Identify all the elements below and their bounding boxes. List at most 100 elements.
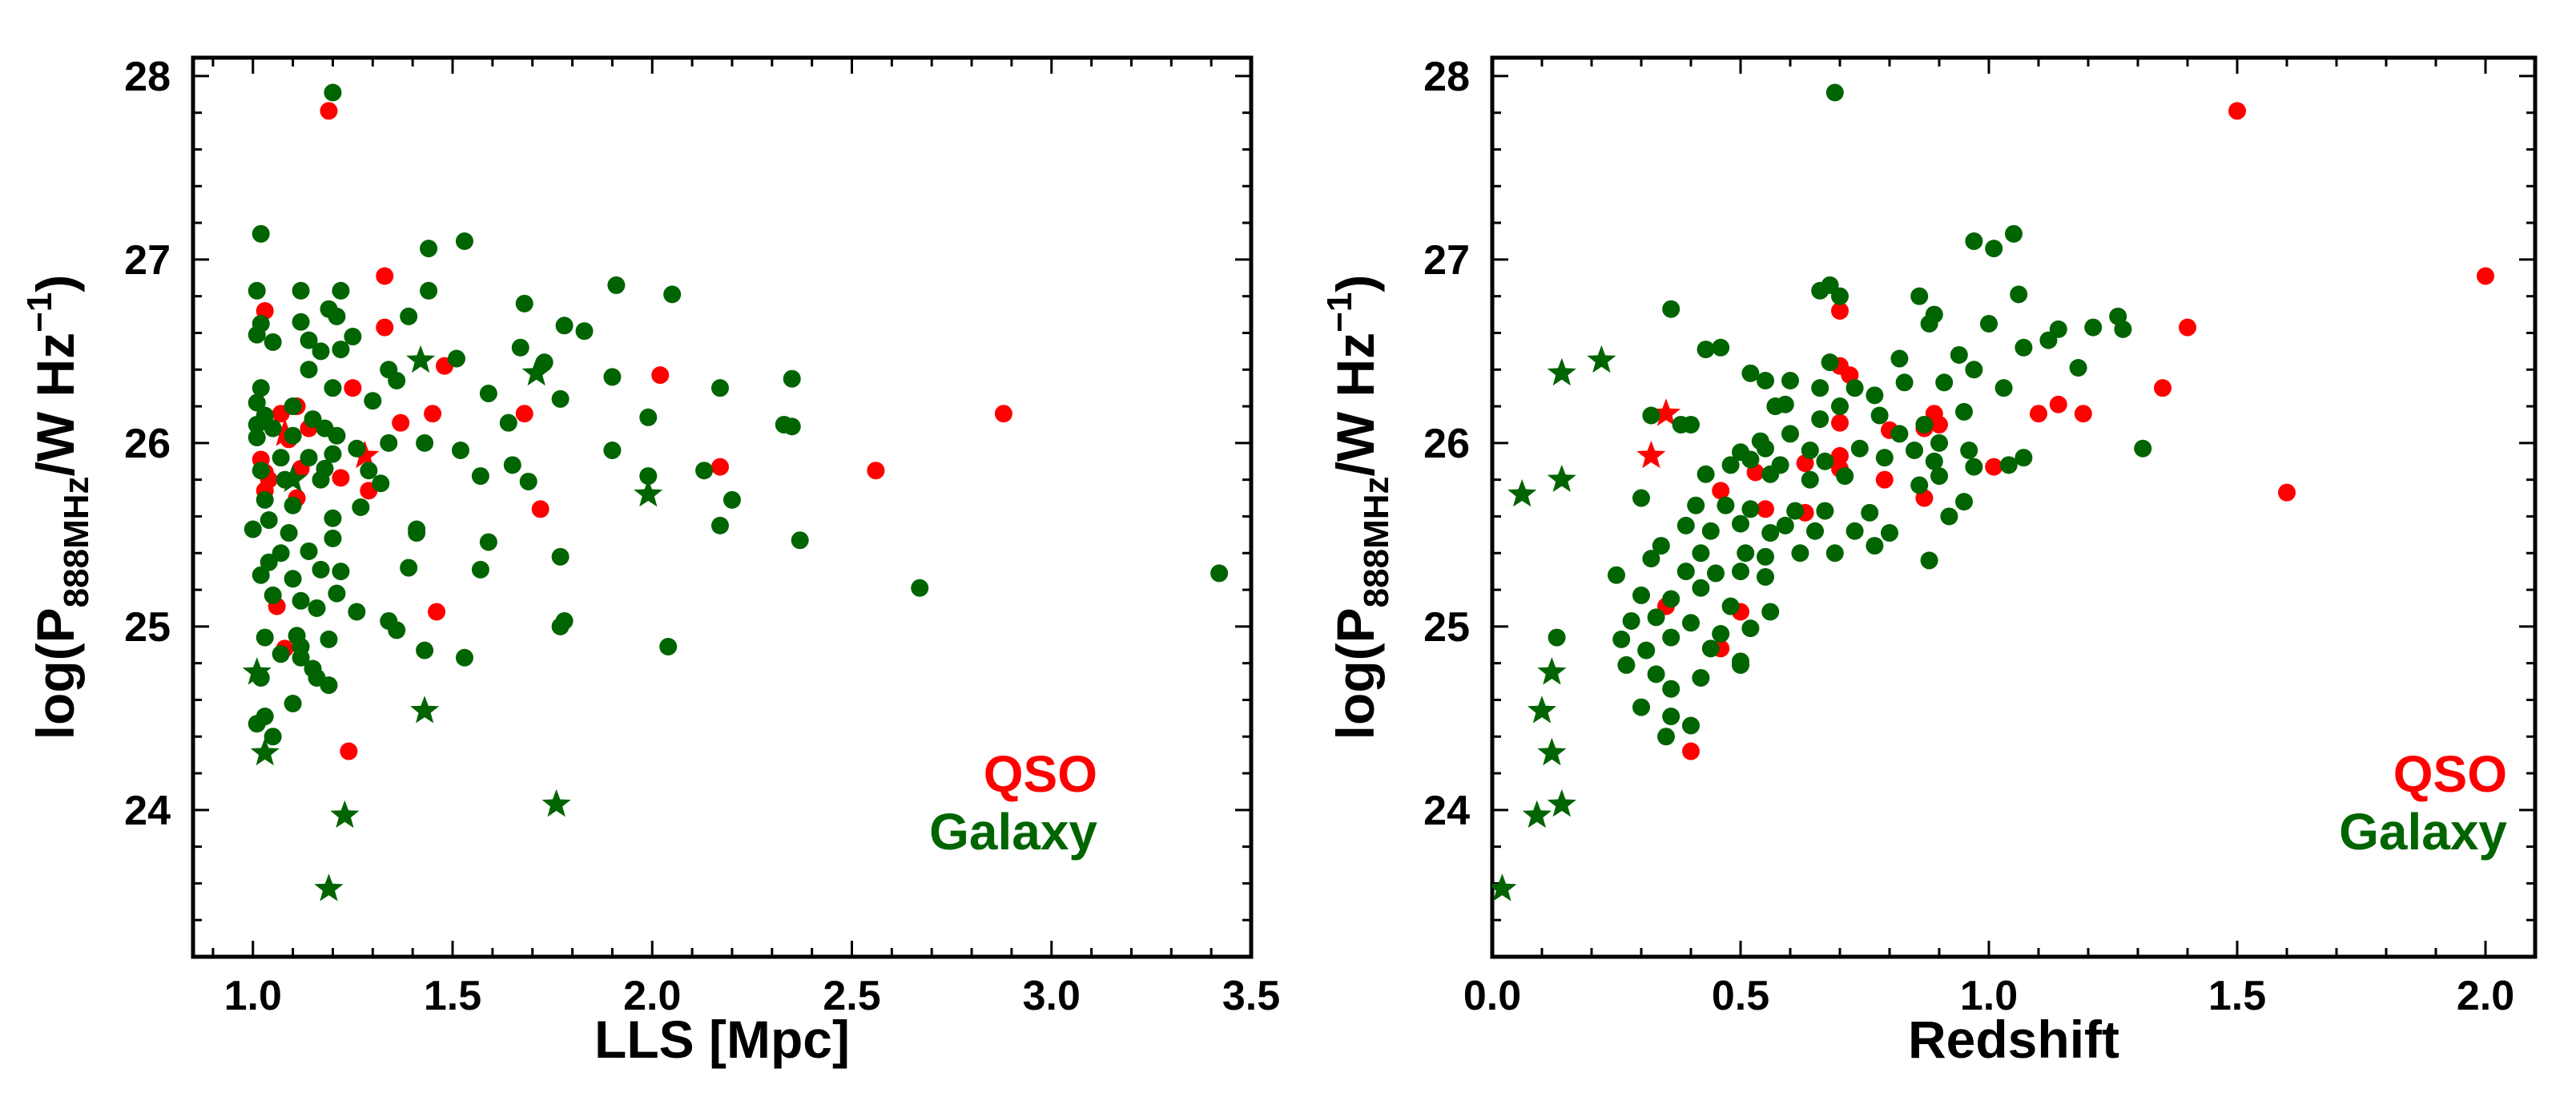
galaxy-star-point xyxy=(406,345,436,373)
galaxy-point xyxy=(284,695,302,713)
qso-point xyxy=(1930,415,1948,434)
galaxy-point xyxy=(328,307,346,325)
galaxy-point xyxy=(711,379,730,397)
x-tick-label: 0.5 xyxy=(1712,973,1769,1019)
galaxy-point xyxy=(348,603,366,621)
y-axis-label: log(P888MHz/W Hz−1) xyxy=(1320,275,1396,740)
galaxy-point xyxy=(1732,563,1749,581)
galaxy-point xyxy=(1965,232,1983,250)
y-tick-label: 26 xyxy=(124,421,171,467)
x-tick-label: 3.5 xyxy=(1222,973,1280,1019)
qso-point xyxy=(376,267,394,285)
galaxy-point xyxy=(1836,467,1854,486)
galaxy-point xyxy=(1622,611,1640,630)
galaxy-point xyxy=(1801,470,1819,489)
galaxy-point xyxy=(1999,456,2018,474)
galaxy-point xyxy=(1632,489,1650,507)
galaxy-point xyxy=(1687,496,1705,514)
galaxy-point xyxy=(1682,614,1700,632)
galaxy-point xyxy=(256,628,274,647)
galaxy-point xyxy=(511,338,529,357)
galaxy-point xyxy=(1612,630,1631,648)
galaxy-point xyxy=(659,638,678,656)
galaxy-point xyxy=(575,322,594,341)
y-tick-label: 24 xyxy=(1423,788,1470,834)
galaxy-point xyxy=(1642,406,1660,425)
x-tick-label: 1.5 xyxy=(2208,973,2266,1019)
qso-point xyxy=(1831,301,1849,320)
galaxy-point xyxy=(603,368,622,386)
galaxy-star-point xyxy=(1527,696,1557,724)
qso-point xyxy=(2074,405,2092,423)
galaxy-point xyxy=(503,456,521,474)
galaxy-point xyxy=(252,566,270,584)
galaxy-point xyxy=(1741,450,1760,469)
plot-area xyxy=(1492,83,2494,901)
galaxy-point xyxy=(332,341,350,359)
galaxy-point xyxy=(1692,668,1710,687)
galaxy-point xyxy=(248,325,266,344)
galaxy-point xyxy=(1692,579,1710,597)
galaxy-point xyxy=(1657,728,1675,746)
qso-point xyxy=(1831,446,1849,465)
galaxy-point xyxy=(292,281,310,300)
legend-label-qso: QSO xyxy=(2393,745,2507,803)
galaxy-point xyxy=(1910,476,1929,494)
galaxy-point xyxy=(388,372,406,390)
galaxy-point xyxy=(420,281,438,300)
galaxy-point xyxy=(1850,439,1869,458)
galaxy-point xyxy=(455,232,473,250)
galaxy-point xyxy=(1825,544,1844,563)
galaxy-point xyxy=(1712,624,1730,643)
galaxy-point xyxy=(1960,442,1978,460)
galaxy-point xyxy=(1737,544,1755,563)
galaxy-point xyxy=(400,307,418,325)
galaxy-point xyxy=(911,579,929,597)
galaxy-point xyxy=(2010,285,2028,304)
galaxy-point xyxy=(380,434,398,452)
galaxy-point xyxy=(360,462,378,480)
galaxy-point xyxy=(1890,349,1909,368)
galaxy-point xyxy=(284,397,302,416)
galaxy-point xyxy=(1757,439,1774,458)
galaxy-point xyxy=(408,524,426,542)
galaxy-point xyxy=(304,410,322,429)
galaxy-point xyxy=(603,442,622,460)
qso-point xyxy=(332,469,350,487)
galaxy-point xyxy=(1930,434,1948,452)
galaxy-point xyxy=(1930,467,1948,486)
galaxy-star-point xyxy=(1547,464,1576,492)
qso-star-point xyxy=(1651,398,1681,426)
galaxy-point xyxy=(1712,338,1730,357)
galaxy-point xyxy=(1890,425,1909,443)
galaxy-point xyxy=(1811,410,1829,429)
galaxy-point xyxy=(320,630,338,648)
plot-area xyxy=(242,83,1229,901)
galaxy-point xyxy=(1732,655,1749,674)
qso-point xyxy=(2278,483,2296,502)
galaxy-point xyxy=(1875,449,1894,467)
galaxy-point xyxy=(515,294,533,313)
qso-point xyxy=(376,318,394,337)
galaxy-point xyxy=(1662,708,1680,726)
galaxy-point xyxy=(2039,331,2058,349)
galaxy-point xyxy=(1662,680,1680,698)
galaxy-point xyxy=(1701,639,1720,658)
galaxy-point xyxy=(1821,353,1839,372)
galaxy-point xyxy=(1210,564,1229,583)
galaxy-point xyxy=(499,413,517,432)
galaxy-point xyxy=(607,276,626,294)
y-tick-label: 24 xyxy=(124,788,171,834)
galaxy-point xyxy=(1980,315,1998,333)
galaxy-point xyxy=(1676,563,1695,581)
y-axis-label: log(P888MHz/W Hz−1) xyxy=(20,275,96,740)
galaxy-point xyxy=(1717,496,1735,514)
galaxy-point xyxy=(324,379,342,397)
galaxy-point xyxy=(292,591,310,610)
qso-point xyxy=(428,603,446,621)
galaxy-point xyxy=(280,524,298,542)
galaxy-point xyxy=(1662,628,1680,647)
galaxy-star-point xyxy=(410,696,440,724)
galaxy-point xyxy=(555,611,574,630)
galaxy-point xyxy=(372,474,390,493)
